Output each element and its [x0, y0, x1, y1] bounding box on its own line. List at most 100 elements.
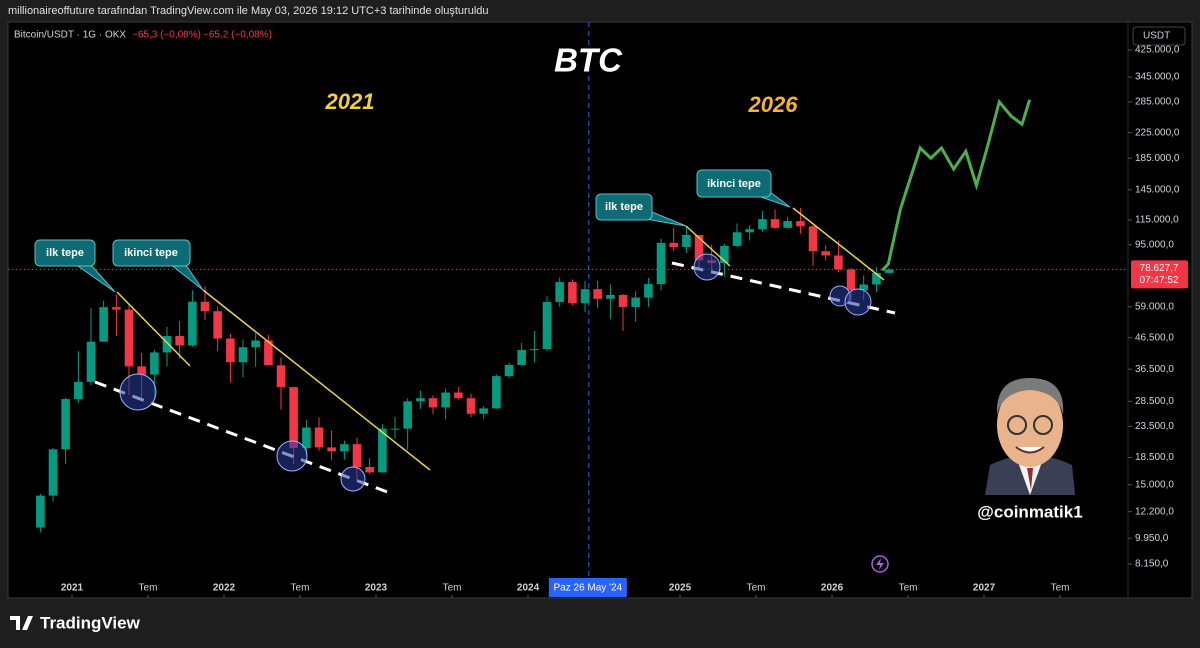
- plot: 425.000,0 345.000,0 285.000,0 225.000,0 185.…: [8, 22, 1180, 598]
- glasses: [1007, 415, 1027, 435]
- callout-box: [696, 169, 772, 198]
- candle-body: [86, 341, 96, 382]
- x-tick-label: 2023: [365, 583, 388, 594]
- candle-body: [150, 352, 159, 375]
- symbol: Bitcoin/USDT · 1G · OKX: [14, 30, 126, 41]
- y-tick-label: 95.000,0: [1135, 239, 1174, 250]
- face: [997, 383, 1063, 467]
- callout-box: [595, 193, 653, 221]
- candle-body: [340, 444, 349, 452]
- y-tick-label: 185.000,0: [1135, 153, 1180, 164]
- y-tick-label: 145.000,0: [1135, 184, 1180, 195]
- glasses: [1033, 415, 1053, 435]
- candle-body: [618, 294, 628, 307]
- candle-body: [352, 444, 362, 467]
- support-line: [94, 380, 391, 495]
- projection: [881, 98, 1032, 272]
- y-tick-label: 46.500,0: [1135, 332, 1174, 343]
- callout-box: [112, 239, 191, 267]
- last-price-label: 78.627,7: [1140, 263, 1179, 274]
- candle-body: [568, 282, 577, 304]
- candle-body: [416, 398, 425, 402]
- last-price-box: [1131, 260, 1188, 289]
- y-tick-label: 15.000,0: [1135, 479, 1174, 490]
- y-tick-label: 225.000,0: [1135, 127, 1180, 138]
- callouts: ilk tepe ikinci tepe ilk tepe ikinci tep…: [34, 169, 791, 293]
- callout-text: ikinci tepe: [124, 247, 178, 259]
- candle-body: [314, 427, 324, 448]
- callout-box: [34, 239, 96, 267]
- candle-body: [846, 269, 856, 291]
- candle-body: [74, 381, 83, 400]
- candle-body: [289, 387, 298, 449]
- candle-body: [834, 255, 843, 270]
- candle-body: [99, 307, 108, 342]
- candle-body: [378, 428, 387, 473]
- candle-body: [365, 466, 374, 473]
- x-tick-label: Tem: [443, 583, 462, 594]
- candle-body: [872, 272, 881, 285]
- x-tick-label: 2022: [213, 583, 236, 594]
- chart-title: BTC: [554, 42, 623, 79]
- candle-body: [669, 242, 678, 247]
- change: −65,3 (−0,08%): [132, 30, 201, 41]
- y-tick-label: 345.000,0: [1135, 72, 1180, 83]
- hair: [996, 378, 1064, 415]
- candle-body: [175, 336, 184, 346]
- candle-body: [732, 232, 742, 246]
- x-tick-label: 2026: [821, 583, 844, 594]
- candle-body: [327, 447, 336, 452]
- currency-box[interactable]: [1132, 26, 1186, 46]
- candle-body: [390, 428, 400, 430]
- highlight: [340, 466, 366, 492]
- candle-body: [479, 408, 488, 414]
- alert-icon[interactable]: [871, 555, 889, 573]
- candle-body: [580, 289, 590, 304]
- change: −65,2 (−0,08%): [203, 30, 272, 41]
- brand-logo: [10, 616, 33, 630]
- x-tick-label: Tem: [1051, 583, 1070, 594]
- candle-body: [720, 245, 729, 264]
- candle-body: [251, 340, 260, 348]
- y-tick-label: 23.500,0: [1135, 421, 1174, 432]
- candle-body: [656, 242, 666, 285]
- highlight: [276, 440, 308, 472]
- trendline: [202, 289, 431, 471]
- candle-body: [454, 392, 463, 399]
- candle-body: [264, 340, 273, 366]
- x-tick-label: 2021: [61, 583, 84, 594]
- candle-body: [808, 226, 818, 252]
- author: @coinmatik1: [977, 502, 1082, 521]
- callout-text: ikinci tepe: [707, 178, 761, 190]
- candle-body: [302, 427, 311, 449]
- candle-body: [428, 398, 438, 408]
- y-tick-label: 285.000,0: [1135, 97, 1180, 108]
- x-tick-label: Tem: [899, 583, 918, 594]
- crosshair-label-box: [548, 578, 627, 597]
- candle-body: [504, 364, 514, 377]
- candle-body: [821, 251, 830, 256]
- candle-body: [466, 398, 476, 414]
- y-tick-label: 9.950,0: [1135, 533, 1169, 544]
- era-label: 2021: [325, 89, 375, 114]
- candle-body: [403, 401, 412, 429]
- y-tick-label: 18.500,0: [1135, 452, 1174, 463]
- tie: [1027, 468, 1033, 490]
- candle-body: [162, 336, 172, 353]
- candle-body: [492, 376, 501, 409]
- currency[interactable]: USDT: [1143, 31, 1170, 42]
- portrait: [985, 378, 1075, 495]
- candle-body: [61, 399, 70, 450]
- candle-body: [644, 284, 653, 298]
- candle-body: [631, 297, 640, 307]
- candle-body: [112, 307, 121, 310]
- candle-body: [682, 235, 691, 247]
- x-tick-label: 2025: [669, 583, 692, 594]
- x-tick-label: 2024: [517, 583, 540, 594]
- candle-body: [36, 495, 45, 528]
- y-tick-label: 8.150,0: [1135, 559, 1169, 570]
- caption: millionaireoffuture tarafından TradingVi…: [8, 5, 489, 17]
- candle-body: [770, 219, 780, 228]
- alert-icon-bolt[interactable]: [876, 558, 884, 570]
